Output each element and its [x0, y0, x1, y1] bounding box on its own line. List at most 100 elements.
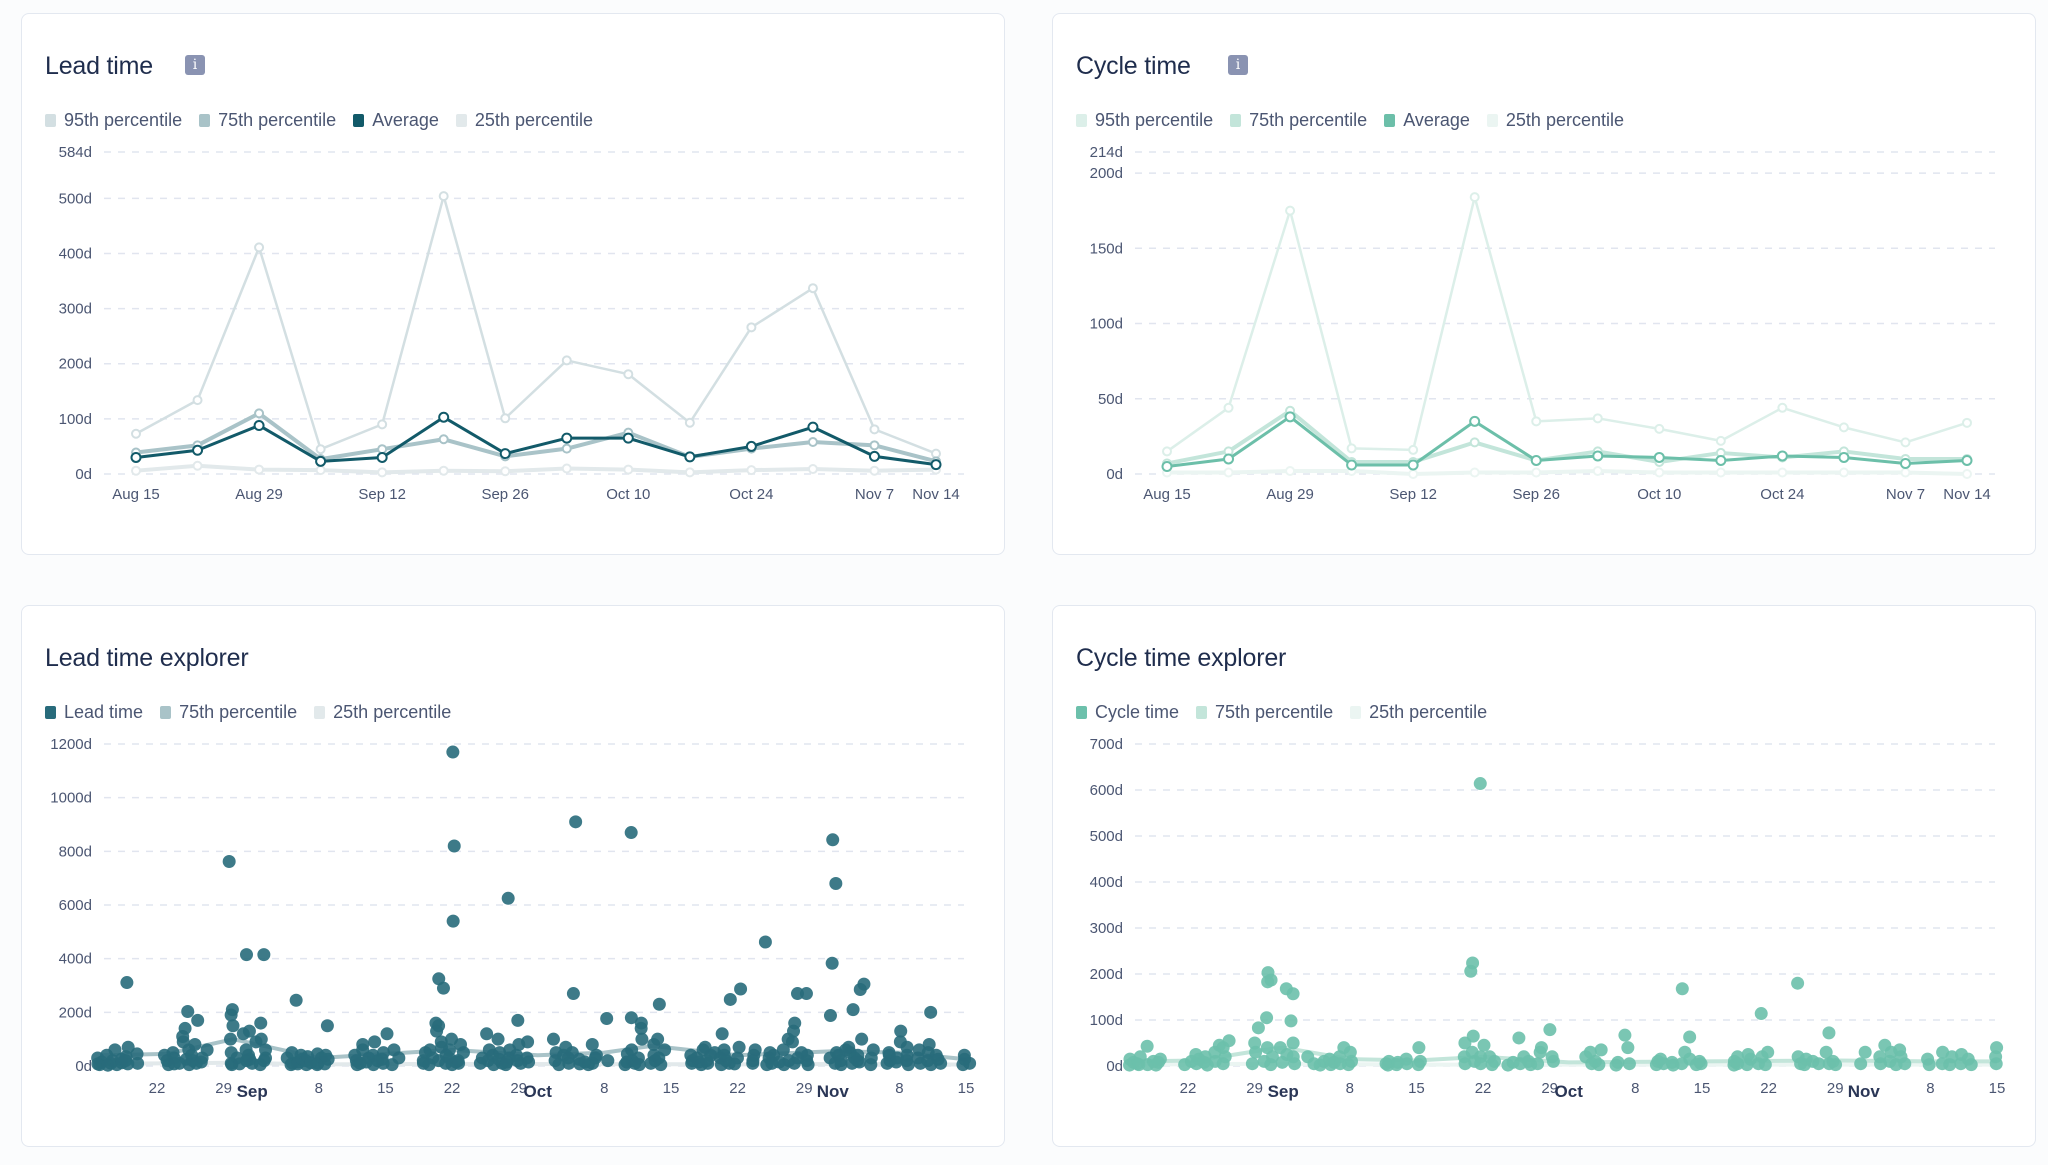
scatter-point [108, 1043, 122, 1057]
scatter-point [1284, 1014, 1298, 1028]
data-point [807, 464, 818, 475]
scatter-point [500, 1055, 514, 1069]
scatter-point [1621, 1041, 1635, 1055]
series-line-75th-percentile [135, 411, 937, 464]
cycle-time-explorer-chart: 0d 100d 200d 300d 400d 500d 600d 700d 22 29 Sep 8 15… [1090, 736, 2006, 1101]
x-tick-label: Oct 10 [1637, 486, 1681, 503]
scatter-point [1251, 1021, 1265, 1035]
info-icon[interactable]: i [185, 55, 205, 75]
scatter-point [855, 1032, 869, 1046]
legend-item-25th[interactable]: 25th percentile [455, 110, 593, 131]
y-tick-label: 400d [59, 245, 92, 262]
scatter-point [130, 1047, 144, 1061]
series-line-95th-percentile [135, 194, 937, 455]
scatter-point [480, 1027, 494, 1041]
scatter-point [1379, 1057, 1393, 1071]
legend-item-25th[interactable]: 25th percentile [1486, 110, 1624, 131]
data-point [315, 465, 326, 476]
legend: 95th percentile 75th percentile Average … [1076, 110, 1624, 131]
legend-item-75th[interactable]: 75th percentile [160, 702, 297, 723]
legend-item-cycle-time[interactable]: Cycle time [1076, 702, 1179, 723]
scatter-point [1654, 1052, 1668, 1066]
scatter-point [846, 1003, 860, 1017]
y-tick-label: 214d [1090, 144, 1123, 161]
data-point [1469, 467, 1480, 478]
panel-title: Lead time explorer [45, 644, 249, 672]
legend-item-75th[interactable]: 75th percentile [199, 110, 336, 131]
legend-item-25th[interactable]: 25th percentile [1350, 702, 1487, 723]
data-point [1715, 435, 1726, 446]
scatter-point [1675, 982, 1689, 996]
data-point [1715, 454, 1727, 466]
lead-time-chart: 0d 100d 200d 300d 400d 500d 584d Aug 15 Aug 29 Se… [59, 144, 964, 503]
scatter-point [911, 1051, 925, 1065]
x-tick-label: Nov 14 [912, 486, 960, 503]
x-tick-label: 8 [895, 1080, 903, 1097]
scatter-point [1466, 1029, 1480, 1043]
scatter-point [257, 1054, 271, 1068]
data-point [438, 411, 450, 423]
data-point [1592, 450, 1604, 462]
legend-label: 75th percentile [218, 110, 337, 130]
scatter-point [1260, 1011, 1274, 1025]
scatter-point [289, 993, 303, 1007]
x-tick-label: 22 [1180, 1080, 1197, 1097]
scatter-point [1894, 1050, 1908, 1064]
legend-label: Lead time [64, 702, 144, 722]
legend-item-average[interactable]: Average [353, 110, 439, 131]
data-point [1223, 467, 1234, 478]
scatter-point [585, 1038, 599, 1052]
data-point [1531, 416, 1542, 427]
scatter-point [491, 1032, 505, 1046]
legend-item-lead-time[interactable]: Lead time [45, 702, 143, 723]
y-tick-label: 700d [1090, 736, 1123, 753]
scatter-point [432, 972, 446, 986]
x-tick-label: Aug 15 [1143, 486, 1191, 503]
scatter-point [446, 914, 460, 928]
data-point [930, 459, 942, 471]
cycle-time-explorer-panel: Cycle time explorer Cycle time 75th perc… [1052, 605, 2036, 1147]
scatter-point [1473, 1050, 1487, 1064]
scatter-point [634, 1021, 648, 1035]
data-point [1592, 413, 1603, 424]
legend-item-75th[interactable]: 75th percentile [1196, 702, 1333, 723]
legend-item-95th[interactable]: 95th percentile [1076, 110, 1213, 131]
legend: Cycle time 75th percentile 25th percenti… [1076, 702, 1487, 723]
scatter-point [1961, 1052, 1975, 1066]
scatter-point [380, 1027, 394, 1041]
scatter-point [658, 1043, 672, 1057]
legend-label: 75th percentile [1215, 702, 1334, 722]
legend-item-average[interactable]: Average [1384, 110, 1470, 131]
y-tick-label: 0d [75, 466, 92, 483]
scatter-point [1791, 976, 1805, 990]
x-tick-label: Sep 26 [1512, 486, 1560, 503]
scatter-point [166, 1046, 180, 1060]
scatter-point [1512, 1031, 1526, 1045]
x-tick-label: 29 [1541, 1080, 1558, 1097]
data-point [561, 463, 572, 474]
y-tick-label: 100d [1090, 1012, 1123, 1029]
scatter-point [1301, 1050, 1315, 1064]
scatter-point [176, 1029, 190, 1043]
data-point [1776, 450, 1788, 462]
scatter-point [562, 1056, 576, 1070]
series-line-25th-percentile [1167, 468, 1968, 476]
legend-swatch [455, 114, 467, 127]
cycle-time-panel: Cycle time i 95th percentile 75th percen… [1052, 13, 2036, 555]
x-tick-label: Sep 26 [481, 486, 529, 503]
scatter-point [225, 1003, 239, 1017]
legend-item-75th[interactable]: 75th percentile [1230, 110, 1367, 131]
y-tick-label: 400d [1090, 874, 1123, 891]
scatter-point [319, 1048, 333, 1062]
scatter-point [1819, 1045, 1833, 1059]
scatter-point [732, 1040, 746, 1054]
scatter-point [1399, 1052, 1413, 1066]
scatter-point [748, 1043, 762, 1057]
legend-item-25th[interactable]: 25th percentile [314, 702, 451, 723]
scatter-point [181, 1005, 195, 1019]
series-line-75th-percentile [1166, 408, 1967, 466]
legend-swatch [314, 706, 326, 719]
info-icon[interactable]: i [1228, 55, 1248, 75]
data-point [1530, 454, 1542, 466]
legend-item-95th[interactable]: 95th percentile [45, 110, 182, 131]
